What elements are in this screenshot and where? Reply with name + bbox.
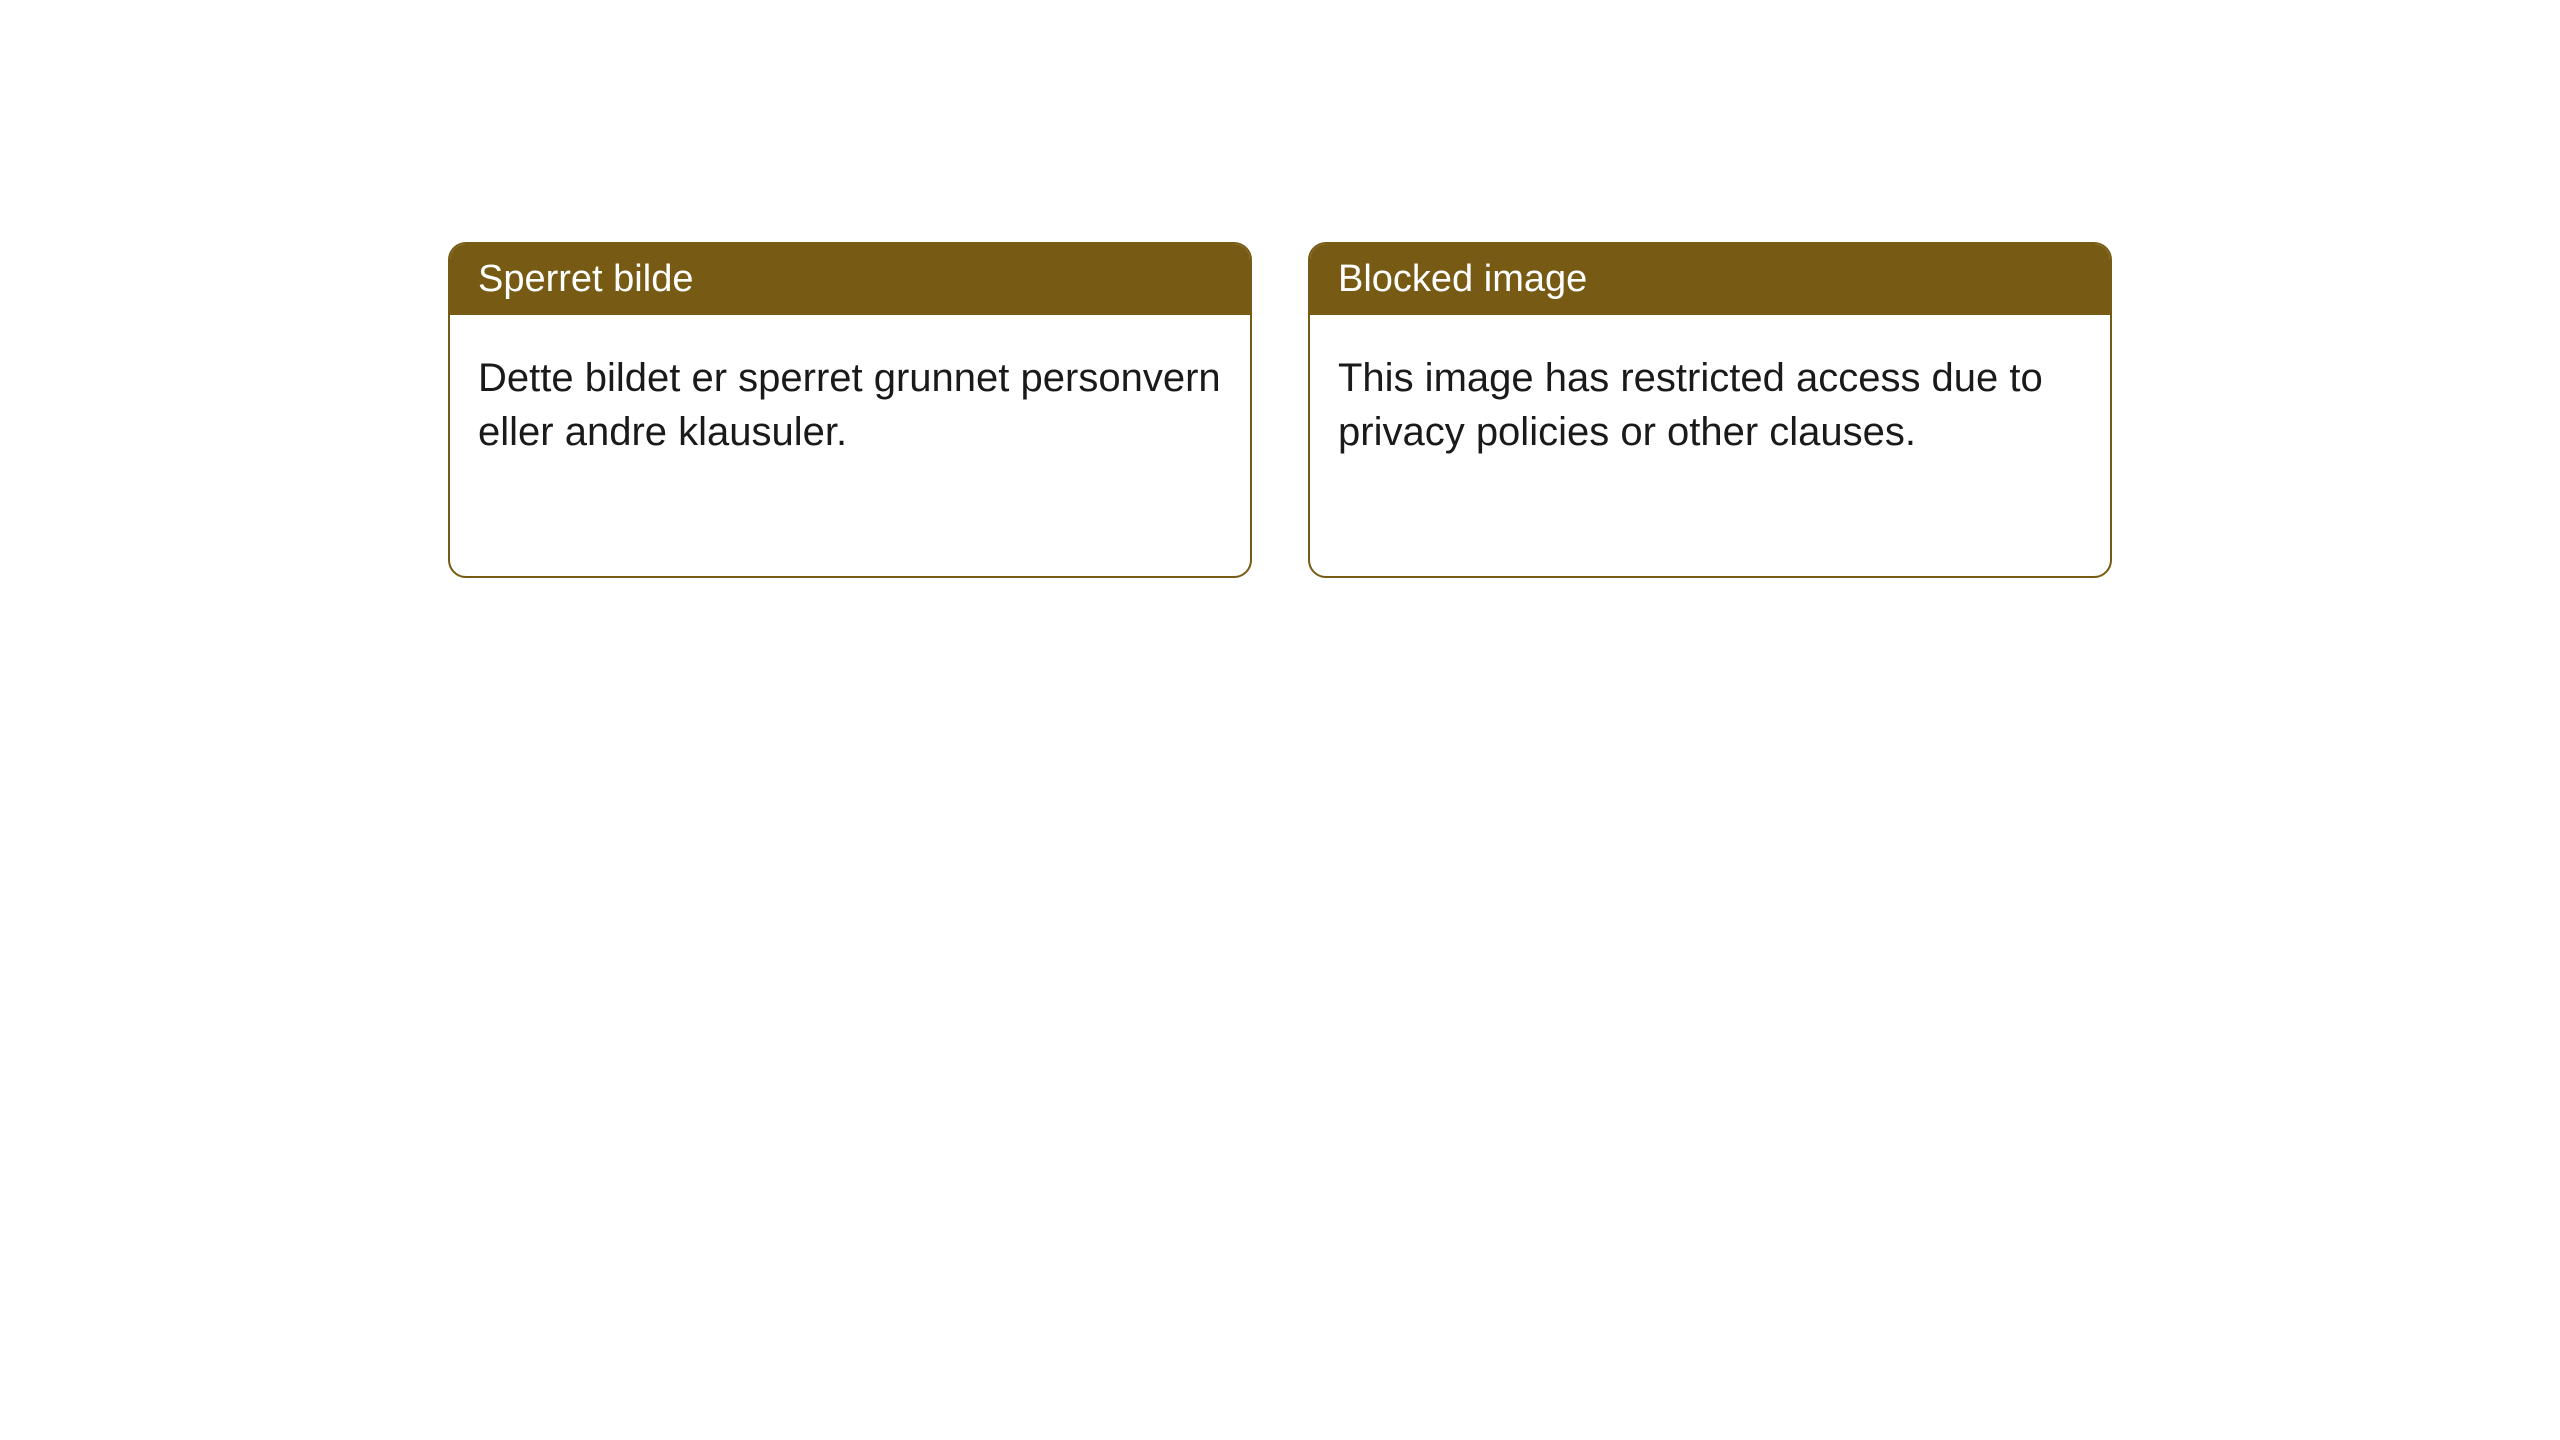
card-header-en: Blocked image	[1310, 244, 2110, 315]
blocked-image-card-en: Blocked image This image has restricted …	[1308, 242, 2112, 578]
card-title-no: Sperret bilde	[478, 258, 693, 300]
card-body-en: This image has restricted access due to …	[1310, 315, 2110, 495]
card-title-en: Blocked image	[1338, 258, 1587, 300]
blocked-image-notice-container: Sperret bilde Dette bildet er sperret gr…	[448, 242, 2112, 578]
card-message-no: Dette bildet er sperret grunnet personve…	[478, 356, 1221, 454]
card-header-no: Sperret bilde	[450, 244, 1250, 315]
blocked-image-card-no: Sperret bilde Dette bildet er sperret gr…	[448, 242, 1252, 578]
card-message-en: This image has restricted access due to …	[1338, 356, 2043, 454]
card-body-no: Dette bildet er sperret grunnet personve…	[450, 315, 1250, 495]
